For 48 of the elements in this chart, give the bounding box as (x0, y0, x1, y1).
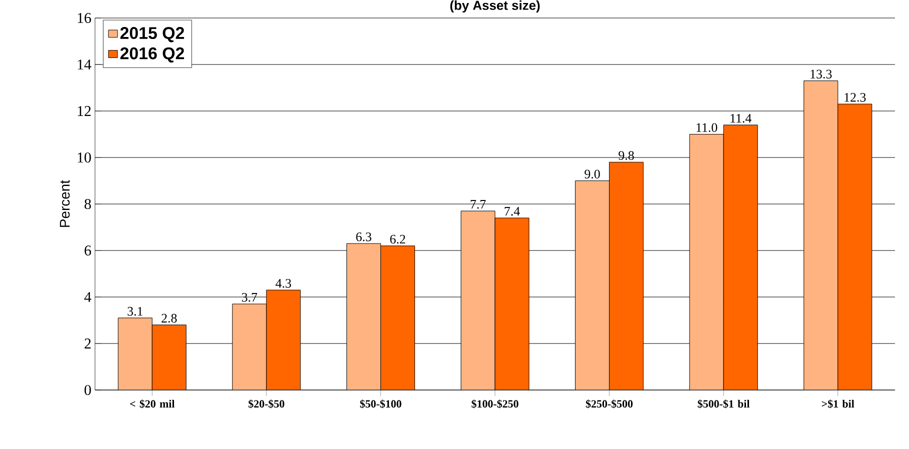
bar (609, 162, 644, 390)
data-label: 6.3 (356, 232, 372, 242)
y-tick-label: 12 (78, 106, 91, 116)
x-tick-label: $100-$250 (472, 400, 518, 408)
x-tick-label: $50-$100 (360, 400, 402, 408)
y-axis-title: Percent (60, 180, 70, 227)
bar (118, 318, 152, 390)
bar (494, 218, 530, 390)
bar (689, 134, 724, 390)
bar (460, 210, 496, 390)
data-label: 13.3 (810, 70, 832, 79)
bar (152, 324, 186, 390)
data-label: 2.8 (162, 314, 177, 323)
bar (380, 246, 415, 390)
y-tick-label: 4 (84, 292, 92, 302)
data-label: 7.4 (504, 206, 520, 216)
data-label: 4.3 (276, 279, 292, 288)
data-label: 6.2 (390, 234, 406, 244)
legend-label: 2016 Q2 (120, 47, 184, 63)
y-tick-label: 10 (78, 152, 91, 163)
data-label: 11.0 (696, 123, 718, 132)
bar (346, 243, 381, 390)
data-label: 9.0 (584, 170, 600, 179)
legend-label: 2015 Q2 (120, 27, 184, 42)
data-label: 3.1 (128, 306, 142, 316)
x-tick-label: $20-$50 (248, 400, 284, 408)
data-label: 9.8 (618, 151, 634, 160)
data-label: 3.7 (242, 292, 258, 302)
bar (232, 304, 267, 390)
bar (804, 80, 838, 390)
y-tick-label: 14 (78, 60, 92, 70)
x-tick-label: $250-$500 (586, 400, 633, 408)
y-tick-label: 6 (84, 245, 92, 256)
bar (266, 290, 301, 390)
bar (838, 104, 872, 390)
x-tick-label: >$1 bil (822, 400, 854, 408)
data-label: 12.3 (844, 93, 866, 102)
y-tick-label: 8 (84, 198, 91, 210)
y-tick-label: 2 (84, 338, 91, 348)
bar (723, 124, 758, 390)
y-tick-label: 0 (84, 384, 91, 396)
data-label: 11.4 (730, 114, 752, 123)
x-tick-label: $500-$1 bil (698, 400, 750, 408)
data-label: 7.7 (470, 200, 486, 209)
y-tick-label: 16 (78, 12, 92, 24)
chart-title: (by Asset size) (450, 0, 540, 12)
bar (575, 180, 610, 390)
x-tick-label: < $20 mil (130, 400, 175, 408)
